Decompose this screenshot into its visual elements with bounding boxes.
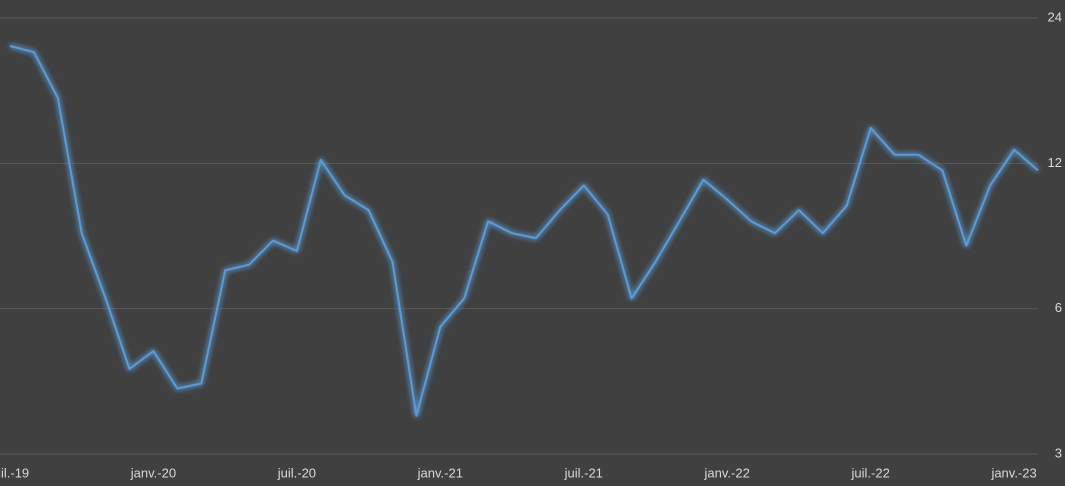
x-tick-label: juil.-20 <box>277 465 316 480</box>
x-tick-label: janv.-23 <box>990 465 1036 480</box>
y-tick-label: 24 <box>1048 9 1062 24</box>
series-line <box>9 45 1039 417</box>
x-tick-label: juil.-22 <box>851 465 890 480</box>
y-tick-label: 6 <box>1055 300 1062 315</box>
y-tick-label: 3 <box>1055 445 1062 460</box>
x-tick-label: janv.-20 <box>130 465 176 480</box>
x-tick-label: juil.-19 <box>0 465 29 480</box>
x-tick-label: juil.-21 <box>564 465 603 480</box>
y-tick-label: 12 <box>1048 155 1062 170</box>
x-tick-label: janv.-22 <box>704 465 750 480</box>
x-tick-label: janv.-21 <box>417 465 463 480</box>
